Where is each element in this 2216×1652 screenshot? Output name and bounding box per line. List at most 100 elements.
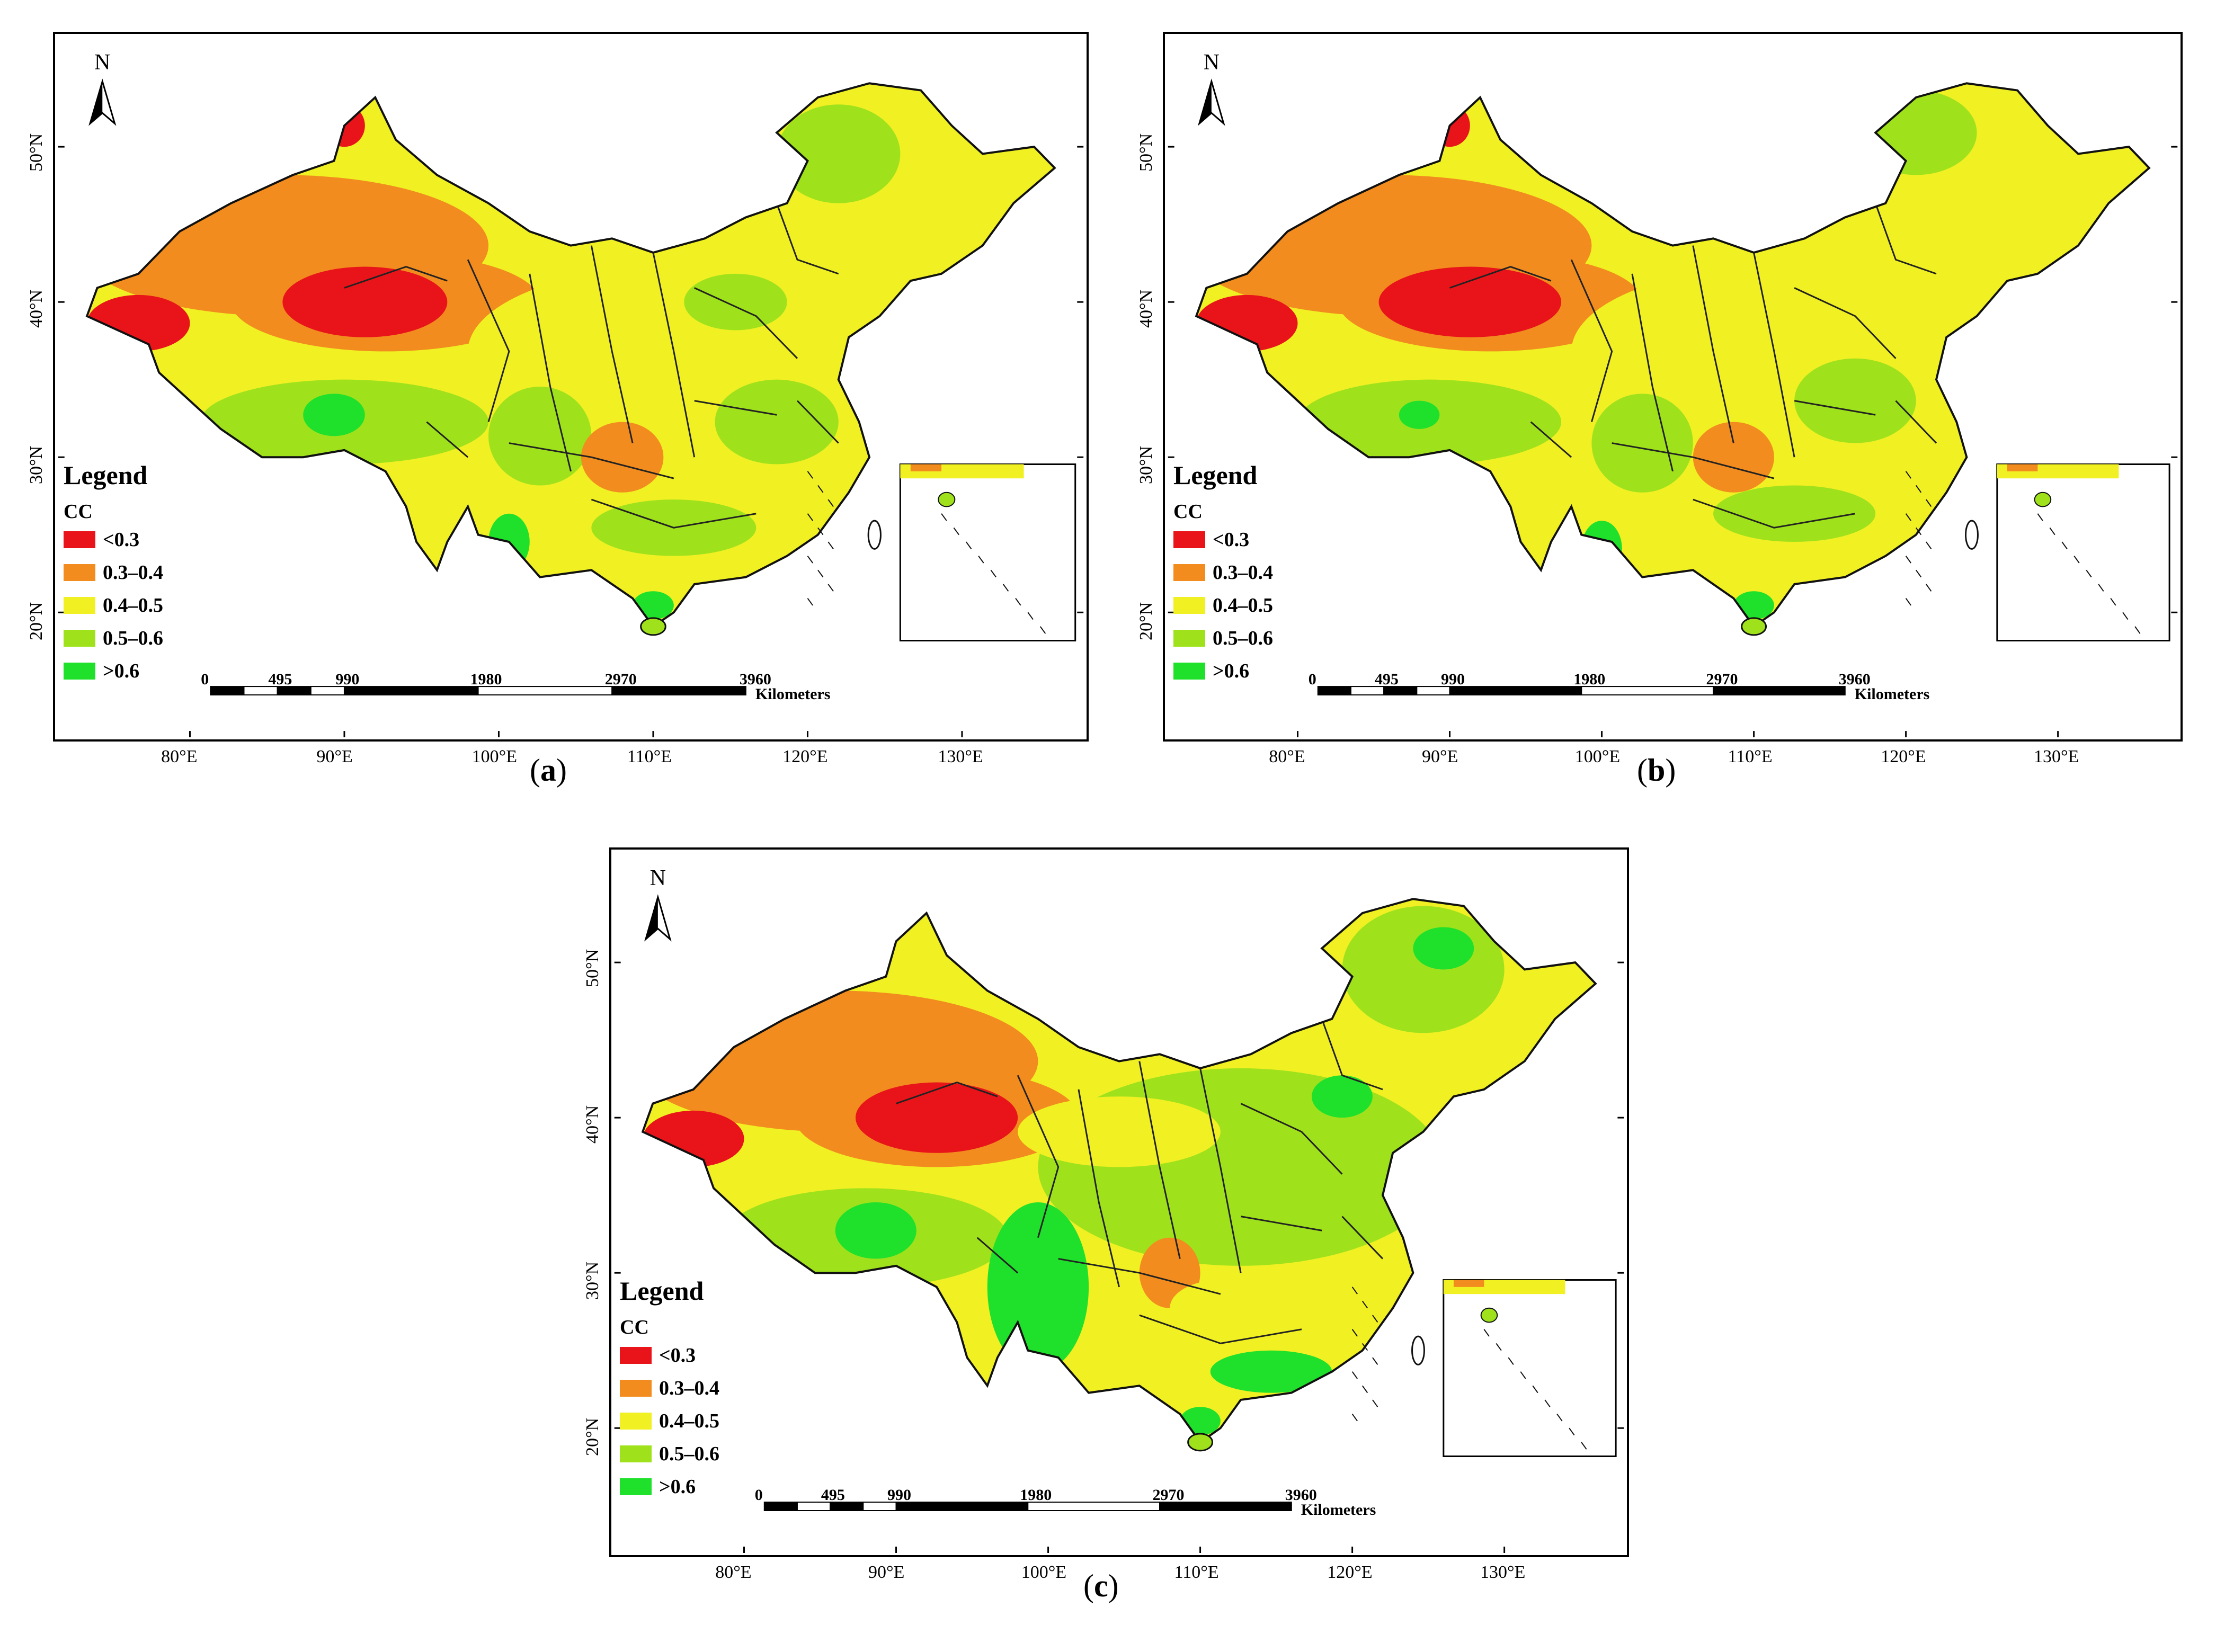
legend-swatch <box>1173 531 1205 548</box>
scale-bar-label: 495 <box>268 670 292 688</box>
latitude-tick-label: 50°N <box>26 133 46 172</box>
legend-swatch <box>64 663 95 680</box>
cc-zone <box>1018 1096 1221 1167</box>
legend-item: <0.3 <box>64 523 163 556</box>
scale-bar-unit: Kilometers <box>755 685 831 703</box>
china-boundary <box>1195 82 2151 628</box>
legend-item: 0.5–0.6 <box>620 1437 719 1470</box>
legend-item: 0.3–0.4 <box>1173 556 1273 589</box>
map-frame: N 0 495 990 1980 2970 3960 Kilometers Legend CC <0… <box>1163 32 2183 742</box>
map-panel-a: N 0 495 990 1980 2970 3960 Kilometers Legend CC <0… <box>26 32 1089 788</box>
north-label: N <box>94 50 111 75</box>
scale-bar-label: 1980 <box>1573 670 1606 688</box>
cc-zone <box>684 273 787 331</box>
scale-bar-label: 990 <box>335 670 360 688</box>
legend-swatch <box>1173 663 1205 680</box>
south-china-sea-inset <box>1996 463 2170 642</box>
cc-map <box>614 894 1624 1553</box>
panel-caption: (c) <box>1083 1568 1119 1603</box>
cc-map <box>1168 78 2178 738</box>
legend-item: 0.5–0.6 <box>64 622 163 655</box>
longitude-tick-label: 80°E <box>715 1562 752 1582</box>
legend-swatch <box>1173 597 1205 614</box>
panel-caption: (a) <box>530 753 567 788</box>
latitude-tick-label: 40°N <box>26 290 46 328</box>
scale-bar-label: 0 <box>201 670 209 688</box>
legend-label: >0.6 <box>659 1476 696 1498</box>
legend-item: >0.6 <box>620 1470 719 1503</box>
scale-bar-label: 2970 <box>1152 1486 1185 1504</box>
cc-zone <box>581 422 664 493</box>
legend-label: 0.3–0.4 <box>103 561 163 584</box>
longitude-tick-label: 130°E <box>938 747 983 766</box>
legend-swatch <box>1173 630 1205 647</box>
legend-item: >0.6 <box>1173 655 1273 687</box>
map-panel-c: N 0 495 990 1980 2970 3960 Kilometers Legend CC <0… <box>583 847 1629 1603</box>
legend-label: <0.3 <box>659 1344 696 1367</box>
longitude-tick-label: 130°E <box>2034 747 2079 766</box>
scale-bar-segment <box>210 686 245 695</box>
map-frame: N 0 495 990 1980 2970 3960 Kilometers Legend CC <0… <box>609 847 1629 1557</box>
cc-zone <box>1794 358 1916 443</box>
longitude-tick-label: 100°E <box>1021 1562 1067 1582</box>
china-boundary <box>641 898 1597 1444</box>
legend-swatch <box>64 531 95 548</box>
cc-zone <box>488 387 592 486</box>
scale-bar-label: 990 <box>1441 670 1465 688</box>
scale-bar-label: 2970 <box>604 670 637 688</box>
legend: Legend CC <0.3 0.3–0.4 0.4–0.5 0.5–0.6 >0.6 <box>620 1275 719 1503</box>
north-label: N <box>649 866 666 891</box>
cc-zone <box>855 1082 1018 1153</box>
longitude-tick-label: 90°E <box>1422 747 1458 766</box>
north-label: N <box>1203 50 1220 75</box>
scale-bar-label: 495 <box>821 1486 845 1504</box>
legend-item: 0.4–0.5 <box>1173 589 1273 622</box>
south-china-sea-inset <box>1443 1279 1617 1458</box>
panel-caption-letter: c <box>1093 1568 1108 1603</box>
legend-title: Legend <box>1173 460 1258 490</box>
legend-label: 0.4–0.5 <box>1213 594 1273 617</box>
longitude-tick-label: 100°E <box>1574 747 1621 766</box>
scale-bar-segment <box>343 686 479 695</box>
cc-zone <box>777 104 901 203</box>
legend: Legend CC <0.3 0.3–0.4 0.4–0.5 0.5–0.6 >0.6 <box>1173 460 1273 687</box>
legend-swatch <box>64 564 95 581</box>
cc-zone <box>1693 422 1774 493</box>
latitude-tick-label: 20°N <box>583 1417 602 1456</box>
legend-item: 0.3–0.4 <box>620 1372 719 1405</box>
legend-swatch <box>64 630 95 647</box>
latitude-tick-label: 40°N <box>583 1105 602 1144</box>
latitude-tick-label: 20°N <box>26 602 46 640</box>
longitude-tick-label: 110°E <box>627 747 672 766</box>
legend-item: 0.4–0.5 <box>620 1405 719 1437</box>
longitude-tick-label: 90°E <box>868 1562 905 1582</box>
latitude-tick-label: 50°N <box>1136 133 1156 172</box>
legend-label: 0.3–0.4 <box>659 1377 719 1399</box>
latitude-tick-label: 20°N <box>1136 602 1156 640</box>
scale-bar-label: 0 <box>754 1486 763 1504</box>
cc-zone <box>1581 521 1622 577</box>
cc-zone <box>715 379 839 465</box>
scale-bar-label: 3960 <box>739 670 771 688</box>
longitude-tick-label: 80°E <box>1269 747 1305 766</box>
cc-zone <box>1378 266 1562 337</box>
cc-zone <box>1855 90 1977 175</box>
scale-bar-label: 495 <box>1374 670 1399 688</box>
cc-zone <box>1591 394 1693 493</box>
cc-zone <box>855 927 896 956</box>
cc-zone <box>282 266 448 337</box>
legend-label: <0.3 <box>103 529 140 551</box>
china-boundary <box>85 82 1056 628</box>
latitude-tick-label: 30°N <box>583 1261 602 1300</box>
longitude-tick-label: 120°E <box>1881 747 1926 766</box>
legend-item: 0.4–0.5 <box>64 589 163 622</box>
cc-zone <box>1170 1280 1271 1337</box>
scale-bar-segment <box>763 1502 798 1511</box>
legend-label: 0.4–0.5 <box>103 594 163 617</box>
south-china-sea-inset <box>899 463 1076 642</box>
cc-zone <box>1399 400 1440 429</box>
longitude-tick-label: 100°E <box>471 747 518 766</box>
panel-caption-letter: a <box>540 753 556 788</box>
scale-bar-segment <box>1317 686 1351 695</box>
legend-label: 0.4–0.5 <box>659 1410 719 1432</box>
